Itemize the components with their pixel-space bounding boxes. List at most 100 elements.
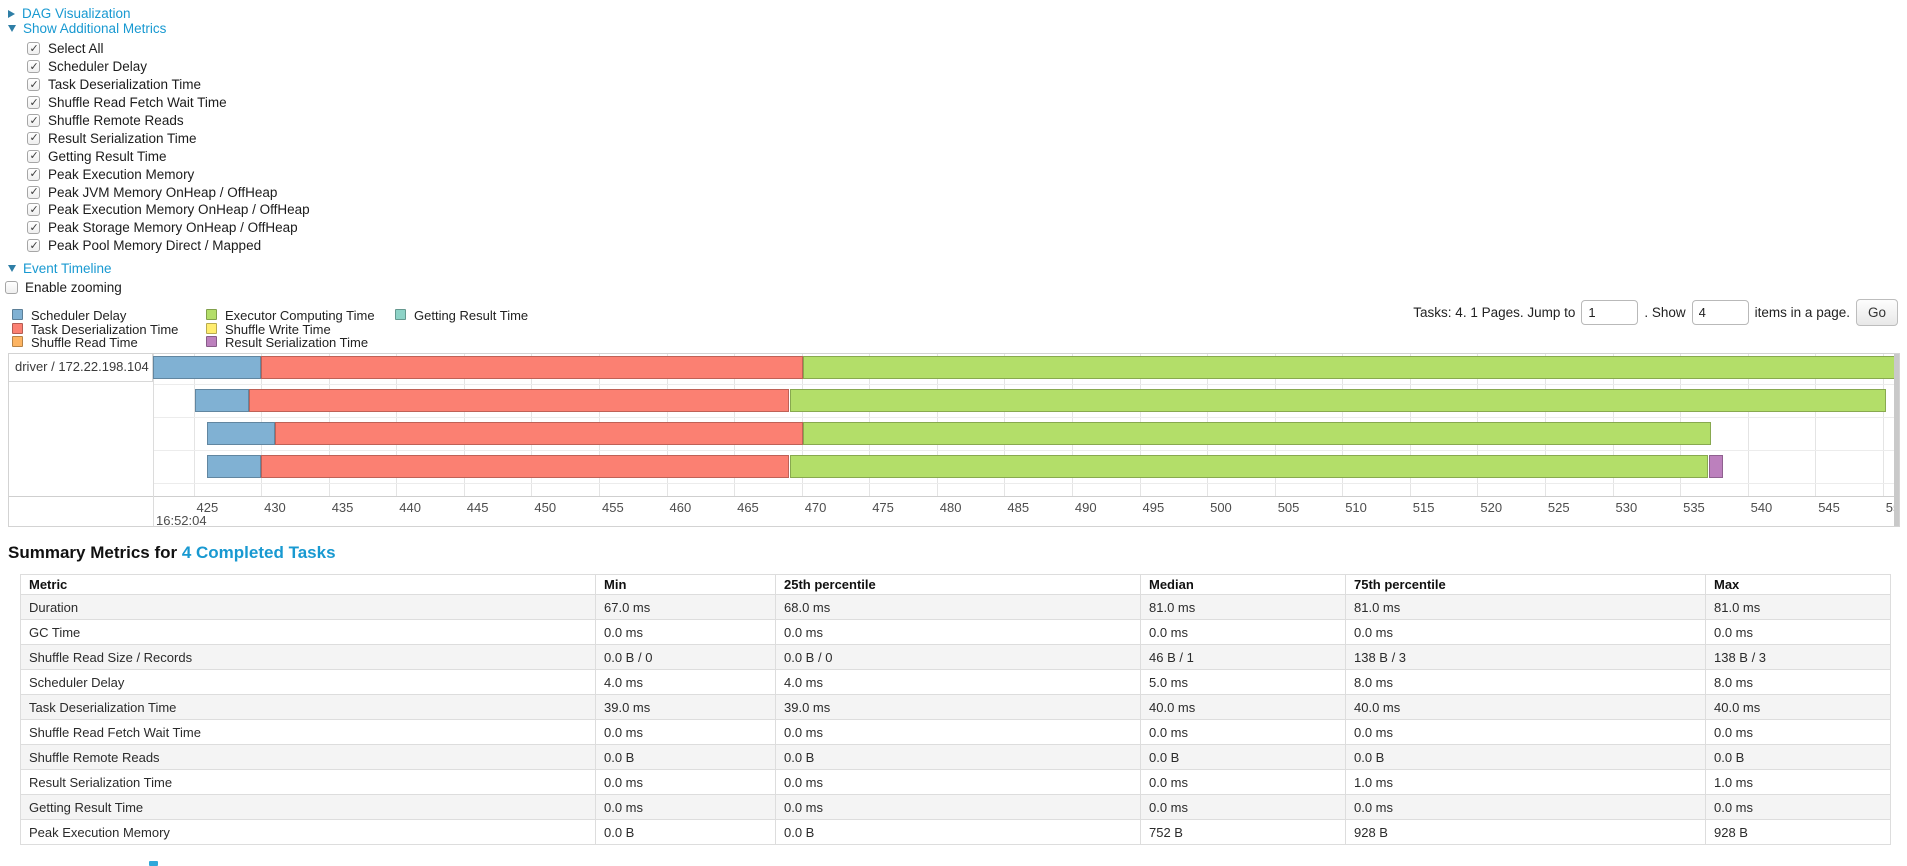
checkbox[interactable] — [27, 96, 40, 110]
checkbox[interactable] — [27, 221, 40, 235]
timeline-bar-segment-scheduler-delay[interactable] — [207, 455, 262, 478]
checkbox-label: Peak Execution Memory OnHeap / OffHeap — [48, 202, 310, 218]
metric-value-cell: 40.0 ms — [1345, 694, 1706, 720]
timeline-bar-segment-task-deserialization-time[interactable] — [274, 422, 803, 445]
table-row: Peak Execution Memory 0.0 B 0.0 B 752 B 928 … — [20, 819, 1891, 845]
metric-value-cell: 8.0 ms — [1345, 669, 1706, 695]
metric-value-cell: 0.0 B — [1705, 744, 1891, 770]
chart-right-edge-strip — [1894, 354, 1899, 526]
metric-value-cell: 0.0 ms — [775, 769, 1141, 795]
checkbox[interactable] — [27, 185, 40, 199]
timeline-bar-segment-task-deserialization-time[interactable] — [248, 389, 790, 412]
table-row: Scheduler Delay 4.0 ms 4.0 ms 5.0 ms 8.0 ms 8… — [20, 669, 1891, 695]
axis-tick-label: 455 — [602, 500, 624, 515]
event-timeline-toggle[interactable]: Event Timeline — [8, 261, 112, 276]
metric-value-cell: 0.0 ms — [1140, 769, 1346, 795]
checkbox[interactable] — [27, 114, 40, 127]
metric-value-cell: 0.0 ms — [1140, 719, 1346, 745]
table-column-header: Metric — [20, 574, 596, 595]
items-in-page-text: items in a page. — [1754, 305, 1850, 320]
timeline-bar-segment-result-serialization-time[interactable] — [1708, 455, 1724, 478]
axis-tick-label: 425 — [196, 500, 219, 515]
metric-value-cell: 0.0 B / 0 — [595, 644, 776, 670]
timeline-bar-segment-task-deserialization-time[interactable] — [261, 356, 803, 379]
metric-name-cell: Getting Result Time — [20, 794, 596, 820]
metric-checkbox-item: Peak JVM Memory OnHeap / OffHeap — [27, 183, 310, 201]
metric-value-cell: 81.0 ms — [1705, 594, 1891, 620]
checkbox[interactable] — [27, 167, 40, 181]
metric-value-cell: 0.0 B — [1140, 744, 1346, 770]
checkbox[interactable] — [27, 203, 40, 217]
jump-to-page-input[interactable] — [1581, 300, 1639, 325]
legend-column: Scheduler Delay Task Deserialization Time… — [12, 308, 178, 351]
checkbox[interactable] — [27, 149, 40, 163]
table-row: Shuffle Remote Reads 0.0 B 0.0 B 0.0 B 0.0 B… — [20, 744, 1891, 770]
metric-value-cell: 8.0 ms — [1705, 669, 1891, 695]
legend-label: Executor Computing Time — [225, 308, 375, 323]
axis-tick-label: 480 — [939, 500, 962, 515]
task-pagination: Tasks: 4. 1 Pages. Jump to . Show items … — [1413, 299, 1898, 326]
group-label-divider — [153, 354, 154, 526]
checkbox-label: Peak Storage Memory OnHeap / OffHeap — [48, 220, 298, 236]
metric-value-cell: 0.0 B / 0 — [775, 644, 1141, 670]
metric-checkbox-item: Peak Storage Memory OnHeap / OffHeap — [27, 219, 310, 237]
checkbox-label: Result Serialization Time — [48, 130, 197, 146]
axis-tick-label: 510 — [1345, 500, 1367, 515]
legend-item: Scheduler Delay — [12, 308, 178, 323]
timeline-bar-segment-executor-computing-time[interactable] — [789, 455, 1709, 478]
checkbox[interactable] — [27, 60, 40, 74]
metric-value-cell: 0.0 ms — [595, 719, 776, 745]
chart-axis-line — [9, 496, 1899, 497]
legend-item: Executor Computing Time — [206, 308, 375, 323]
table-row: Result Serialization Time 0.0 ms 0.0 ms 0.0… — [20, 769, 1891, 795]
metric-value-cell: 4.0 ms — [775, 669, 1141, 695]
timeline-bar-segment-task-deserialization-time[interactable] — [261, 455, 790, 478]
checkbox-label: Peak Execution Memory — [48, 166, 195, 182]
enable-zooming-row: Enable zooming — [5, 280, 122, 295]
timeline-bar-segment-scheduler-delay[interactable] — [153, 356, 262, 379]
cutoff-content-fragment — [149, 861, 158, 866]
horizontal-gridline — [153, 450, 1899, 451]
checkbox[interactable] — [27, 131, 40, 145]
timeline-bar-segment-executor-computing-time[interactable] — [803, 422, 1712, 445]
legend-label: Shuffle Read Time — [31, 335, 138, 351]
go-button[interactable]: Go — [1855, 299, 1898, 326]
metric-checkbox-item: Task Deserialization Time — [27, 76, 310, 94]
enable-zooming-checkbox[interactable] — [5, 281, 18, 294]
axis-tick-label: 530 — [1615, 500, 1638, 515]
chevron-down-icon — [8, 25, 16, 32]
metric-checkbox-item: Result Serialization Time — [27, 129, 310, 147]
metric-name-cell: Duration — [20, 594, 596, 620]
show-additional-metrics-toggle[interactable]: Show Additional Metrics — [8, 21, 166, 36]
timeline-bar-segment-executor-computing-time[interactable] — [803, 356, 1899, 379]
horizontal-gridline — [153, 384, 1899, 385]
metric-value-cell: 0.0 ms — [1140, 794, 1346, 820]
metric-checkbox-item: Peak Execution Memory OnHeap / OffHeap — [27, 201, 310, 219]
legend-swatch-icon — [206, 336, 217, 348]
timeline-bar-segment-scheduler-delay[interactable] — [194, 389, 249, 412]
checkbox-label: Peak Pool Memory Direct / Mapped — [48, 238, 262, 254]
timeline-bar-segment-scheduler-delay[interactable] — [207, 422, 275, 445]
items-per-page-input[interactable] — [1691, 300, 1749, 325]
legend-label: Result Serialization Time — [225, 335, 369, 351]
legend-swatch-icon — [206, 309, 217, 320]
chevron-down-icon — [8, 265, 16, 272]
summary-heading-prefix: Summary Metrics for — [8, 543, 182, 562]
axis-tick-label: 505 — [1277, 500, 1300, 515]
table-column-header: Median — [1140, 574, 1346, 595]
legend-label: Shuffle Write Time — [225, 321, 331, 337]
dag-visualization-toggle[interactable]: DAG Visualization — [8, 6, 131, 21]
table-row: Duration 67.0 ms 68.0 ms 81.0 ms 81.0 ms 81.0… — [20, 594, 1891, 620]
completed-tasks-link[interactable]: 4 Completed Tasks — [181, 543, 336, 562]
checkbox[interactable] — [27, 42, 40, 56]
checkbox[interactable] — [27, 239, 40, 253]
metric-value-cell: 0.0 ms — [1705, 719, 1891, 745]
axis-tick-label: 465 — [737, 500, 759, 515]
metric-value-cell: 0.0 B — [595, 744, 776, 770]
timeline-bar-segment-executor-computing-time[interactable] — [789, 389, 1886, 412]
checkbox[interactable] — [27, 78, 40, 92]
axis-tick-label: 495 — [1142, 500, 1165, 515]
metric-value-cell: 0.0 ms — [1705, 619, 1891, 645]
horizontal-gridline — [153, 417, 1899, 418]
axis-tick-label: 460 — [669, 500, 692, 515]
